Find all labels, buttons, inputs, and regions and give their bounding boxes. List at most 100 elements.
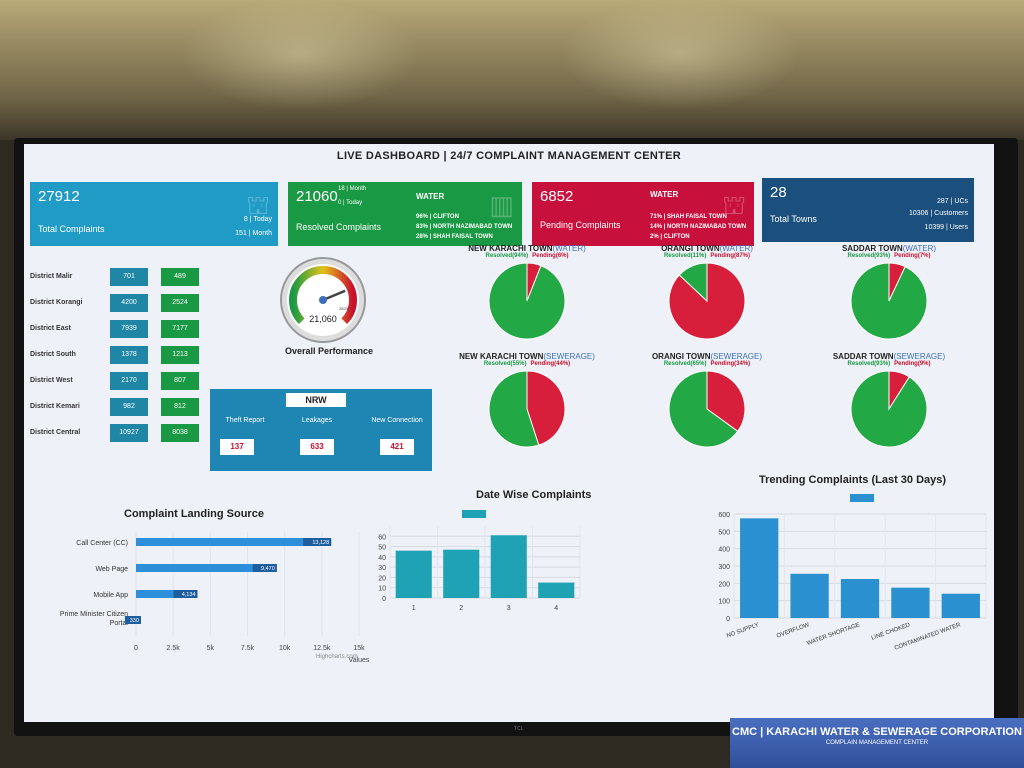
total-month: 151 | Month <box>235 230 272 237</box>
pie-slice-pending[interactable] <box>706 370 746 433</box>
district-row[interactable]: District Malir 701 489 <box>30 268 210 288</box>
y-tick-label: 60 <box>378 534 386 541</box>
pie-slice-resolved[interactable] <box>488 262 566 340</box>
district-resolved-value: 489 <box>161 268 199 286</box>
pie-chart[interactable] <box>442 259 612 341</box>
nrw-theft-label: Theft Report <box>225 417 265 424</box>
pie-title: NEW KARACHI TOWN(SEWERAGE) <box>442 352 612 361</box>
category-label: Web Page <box>95 566 128 573</box>
bar[interactable] <box>443 549 480 598</box>
pie-slice-resolved[interactable] <box>488 370 540 448</box>
bar[interactable] <box>891 587 930 618</box>
district-total-value: 701 <box>110 268 148 286</box>
pie-slice-resolved[interactable] <box>850 370 928 448</box>
pie-legend: Resolved(11%) Pending(87%) <box>622 253 792 259</box>
pie-block: ORANGI TOWN(SEWERAGE) Resolved(65%) Pendin… <box>622 352 792 454</box>
y-tick-label: 30 <box>378 565 386 572</box>
ceiling-light <box>180 0 420 110</box>
total-towns-card[interactable]: 28 Total Towns 287 | UCs 10306 | Custome… <box>762 178 974 242</box>
bar[interactable] <box>136 538 332 546</box>
bar[interactable] <box>538 582 575 598</box>
district-row[interactable]: District Central 10927 8038 <box>30 424 210 444</box>
district-row[interactable]: District South 1378 1213 <box>30 346 210 366</box>
bar[interactable] <box>490 535 527 598</box>
people-icon: ⛫ <box>246 190 270 220</box>
data-label-bg <box>252 564 277 572</box>
pie-legend: Resolved(55%) Pending(44%) <box>442 361 612 367</box>
pie-resolved-label: Resolved(93%) <box>847 361 891 367</box>
district-row[interactable]: District West 2170 807 <box>30 372 210 392</box>
gauge-max-label: 28237 <box>339 306 351 311</box>
bar[interactable] <box>395 550 432 598</box>
pie-chart[interactable] <box>622 259 792 341</box>
district-row[interactable]: District East 7939 7177 <box>30 320 210 340</box>
x-tick-label: LINE CHOKED <box>871 622 912 642</box>
gauge-needle <box>322 289 346 302</box>
x-tick-label: 1 <box>412 605 416 612</box>
pie-block: SADDAR TOWN(WATER) Resolved(93%) Pending(7… <box>804 244 974 346</box>
pie-legend: Resolved(93%) Pending(7%) <box>804 253 974 259</box>
pie-title: ORANGI TOWN(SEWERAGE) <box>622 352 792 361</box>
x-tick-label: NO SUPPLY <box>726 622 760 639</box>
district-resolved-value: 812 <box>161 398 199 416</box>
district-row[interactable]: District Kemari 982 812 <box>30 398 210 418</box>
resolved-town-line: 83% | NORTH NAZIMABAD TOWN <box>416 224 513 230</box>
bar[interactable] <box>941 593 980 618</box>
pending-complaints-card[interactable]: 6852 Pending Complaints WATER 71% | SHAH… <box>532 182 754 246</box>
resolved-complaints-card[interactable]: 21060 Resolved Complaints 18 | Month 0 |… <box>288 182 522 246</box>
banner-line2: COMPLAIN MANAGEMENT CENTER <box>825 740 929 746</box>
district-row[interactable]: District Korangi 4200 2524 <box>30 294 210 314</box>
bar[interactable] <box>136 590 198 598</box>
pie-pending-label: Pending(6%) <box>532 253 569 259</box>
towns-customers: 10306 | Customers <box>908 210 968 217</box>
legend-marker[interactable] <box>850 494 874 502</box>
pie-type: (WATER) <box>552 244 586 253</box>
pie-chart[interactable] <box>442 367 612 449</box>
pie-chart[interactable] <box>804 367 974 449</box>
nrw-theft-value[interactable]: 137 <box>220 439 254 455</box>
data-label-bg <box>303 538 332 546</box>
district-name: District Kemari <box>30 403 80 410</box>
category-label-continued: Portal <box>110 620 129 627</box>
bar[interactable] <box>136 564 277 572</box>
data-label: 9,470 <box>261 566 275 572</box>
pie-slice-pending[interactable] <box>526 370 566 446</box>
bar[interactable] <box>740 518 779 618</box>
pie-chart[interactable] <box>622 367 792 449</box>
district-name: District South <box>30 351 76 358</box>
nrw-new-connection-value[interactable]: 421 <box>380 439 414 455</box>
highcharts-credit: Highcharts.com <box>316 654 358 660</box>
towns-users: 10399 | Users <box>924 224 968 231</box>
pie-pending-label: Pending(9%) <box>894 361 931 367</box>
nrw-leakages-value[interactable]: 633 <box>300 439 334 455</box>
pie-town: ORANGI TOWN <box>651 352 711 361</box>
pending-value: 6852 <box>540 188 574 205</box>
y-tick-label: 10 <box>378 586 386 593</box>
x-tick-label: 10k <box>279 645 291 652</box>
pie-resolved-label: Resolved(11%) <box>663 253 707 259</box>
resolved-label: Resolved Complaints <box>296 222 382 232</box>
district-total-value: 7939 <box>110 320 148 338</box>
pie-slice-resolved[interactable] <box>678 262 708 303</box>
pie-slice-resolved[interactable] <box>668 370 739 448</box>
pending-town-line: 71% | SHAH FAISAL TOWN <box>650 214 727 220</box>
pending-label: Pending Complaints <box>540 220 621 230</box>
pie-slice-resolved[interactable] <box>850 262 928 340</box>
category-label: Prime Minister Citizen <box>60 611 128 618</box>
pie-chart[interactable] <box>804 259 974 341</box>
district-resolved-value: 1213 <box>161 346 199 364</box>
pending-town-line: 14% | NORTH NAZIMABAD TOWN <box>650 224 747 230</box>
y-tick-label: 0 <box>382 596 386 603</box>
district-total-value: 4200 <box>110 294 148 312</box>
total-complaints-card[interactable]: 27912 Total Complaints 8 | Today 151 | M… <box>30 182 278 246</box>
data-label: 4,134 <box>182 592 196 598</box>
district-name: District Central <box>30 429 81 436</box>
datewise-chart: 0 10 20 30 40 50 60 1 2 3 4 <box>378 510 581 612</box>
bar[interactable] <box>840 579 880 618</box>
pending-heading: WATER <box>650 190 679 199</box>
legend-marker[interactable] <box>462 510 486 518</box>
y-tick-label: 500 <box>718 529 730 536</box>
pie-type: (SEWERAGE) <box>543 352 595 361</box>
bar[interactable] <box>790 573 829 618</box>
towns-ucs: 287 | UCs <box>937 198 968 205</box>
